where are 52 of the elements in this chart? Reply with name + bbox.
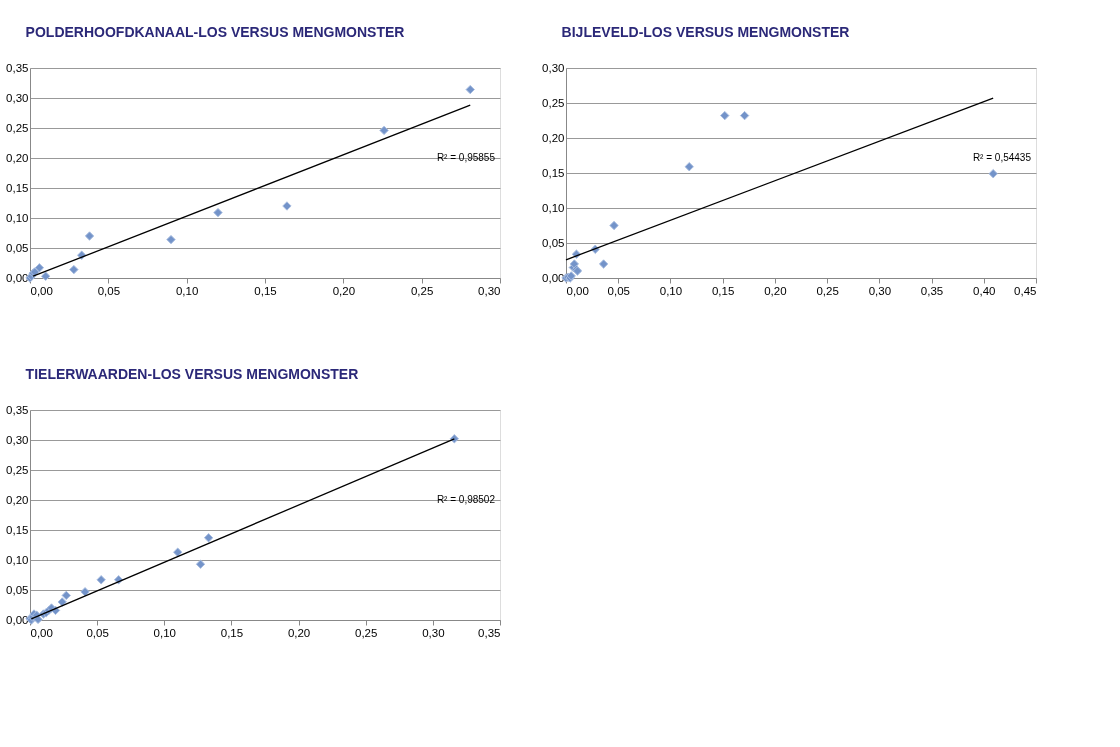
x-tick-label: 0,00	[30, 284, 53, 297]
x-tick-label: 0,10	[175, 284, 199, 297]
x-tick-label: 0,00	[30, 626, 53, 639]
y-tick-label: 0,35	[6, 61, 29, 74]
y-tick-label: 0,10	[6, 553, 29, 566]
y-tick-label: 0,35	[6, 403, 29, 416]
chart-title: TIELERWAARDEN-LOS VERSUS MENGMONSTER	[25, 366, 359, 382]
y-tick-label: 0,10	[6, 211, 29, 224]
chart-title: POLDERHOOFDKANAAL-LOS VERSUS MENGMONSTER	[25, 24, 405, 40]
x-tick-label: 0,35	[920, 284, 944, 297]
y-tick-label: 0,15	[6, 181, 29, 194]
x-tick-label: 0,10	[659, 284, 683, 297]
y-tick-label: 0,15	[542, 166, 565, 179]
y-tick-label: 0,30	[6, 91, 29, 104]
y-tick-label: 0,25	[6, 463, 29, 476]
y-tick-label: 0,20	[6, 151, 29, 164]
y-tick-label: 0,05	[6, 583, 29, 596]
y-tick-label: 0,20	[542, 131, 565, 144]
annotation: R² = 0,98502	[436, 494, 496, 506]
x-tick-label: 0,15	[220, 626, 244, 639]
y-tick-label: 0,00	[542, 271, 565, 284]
annotation: R² = 0,95855	[436, 152, 496, 164]
y-tick-label: 0,30	[6, 433, 29, 446]
x-tick-label: 0,05	[97, 284, 121, 297]
annotation: R² = 0,54435	[972, 152, 1032, 164]
y-tick-label: 0,05	[542, 236, 565, 249]
x-tick-label: 0,25	[816, 284, 839, 297]
x-tick-label: 0,30	[868, 284, 892, 297]
x-tick-label: 0,10	[153, 626, 176, 639]
x-tick-label: 0,05	[607, 284, 630, 297]
x-tick-label: 0,45	[1014, 284, 1037, 297]
x-tick-label: 0,20	[287, 626, 311, 639]
x-tick-label: 0,35	[478, 626, 501, 639]
y-tick-label: 0,10	[542, 201, 565, 214]
x-tick-label: 0,15	[254, 284, 277, 297]
y-tick-label: 0,15	[6, 523, 29, 536]
y-tick-label: 0,25	[542, 96, 565, 109]
x-tick-label: 0,30	[478, 284, 501, 297]
x-tick-label: 0,00	[566, 284, 589, 297]
x-tick-label: 0,30	[422, 626, 445, 639]
x-tick-label: 0,05	[86, 626, 109, 639]
y-tick-label: 0,05	[6, 241, 29, 254]
x-tick-label: 0,25	[355, 626, 378, 639]
y-tick-label: 0,20	[6, 493, 29, 506]
x-tick-label: 0,15	[711, 284, 735, 297]
y-tick-label: 0,25	[6, 121, 29, 134]
x-tick-label: 0,25	[410, 284, 434, 297]
x-tick-label: 0,20	[764, 284, 787, 297]
chart-title: BIJLEVELD-LOS VERSUS MENGMONSTER	[561, 24, 850, 40]
x-tick-label: 0,40	[973, 284, 996, 297]
y-tick-label: 0,30	[542, 61, 565, 74]
x-tick-label: 0,20	[332, 284, 356, 297]
